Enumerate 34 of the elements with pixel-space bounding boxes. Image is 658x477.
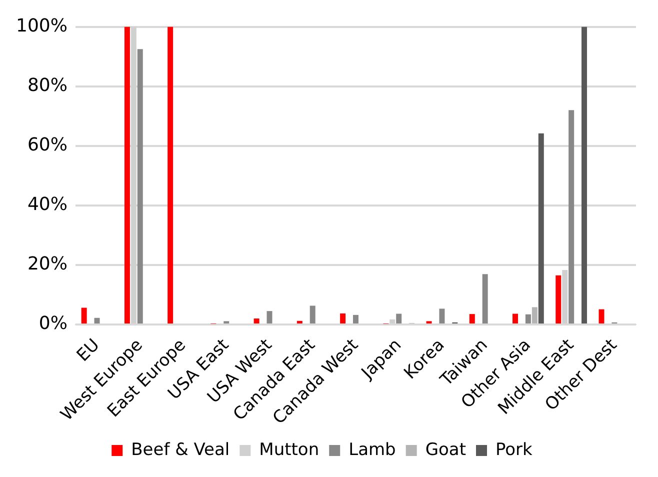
bar — [582, 26, 588, 324]
bar — [352, 314, 358, 324]
y-tick-label: 40% — [27, 194, 68, 216]
y-tick-label: 80% — [27, 75, 68, 96]
bar — [94, 318, 100, 324]
legend-label: Pork — [496, 440, 533, 460]
bar — [137, 49, 143, 324]
y-tick-label: 0% — [38, 313, 68, 334]
bar — [396, 314, 402, 324]
legend-label: Lamb — [348, 440, 396, 460]
bar — [568, 110, 574, 324]
bar — [532, 307, 538, 324]
y-tick-label: 60% — [27, 134, 68, 156]
bar — [512, 314, 518, 324]
bar — [439, 308, 445, 324]
bar — [310, 306, 316, 324]
bar — [469, 314, 475, 324]
y-tick-label: 20% — [27, 254, 68, 275]
legend-label: Mutton — [259, 440, 320, 460]
legend-label: Goat — [425, 440, 466, 460]
bar — [168, 26, 174, 324]
legend-label: Beef & Veal — [131, 440, 230, 460]
bar — [598, 309, 604, 324]
bar — [296, 320, 302, 324]
bar — [266, 311, 272, 324]
bar — [124, 26, 130, 324]
bar — [340, 313, 346, 324]
y-tick-label: 100% — [16, 15, 68, 36]
bar — [556, 275, 562, 324]
bar — [538, 133, 544, 324]
bar — [525, 314, 531, 324]
bar — [482, 274, 488, 324]
bar — [81, 308, 87, 324]
bar — [254, 318, 260, 324]
